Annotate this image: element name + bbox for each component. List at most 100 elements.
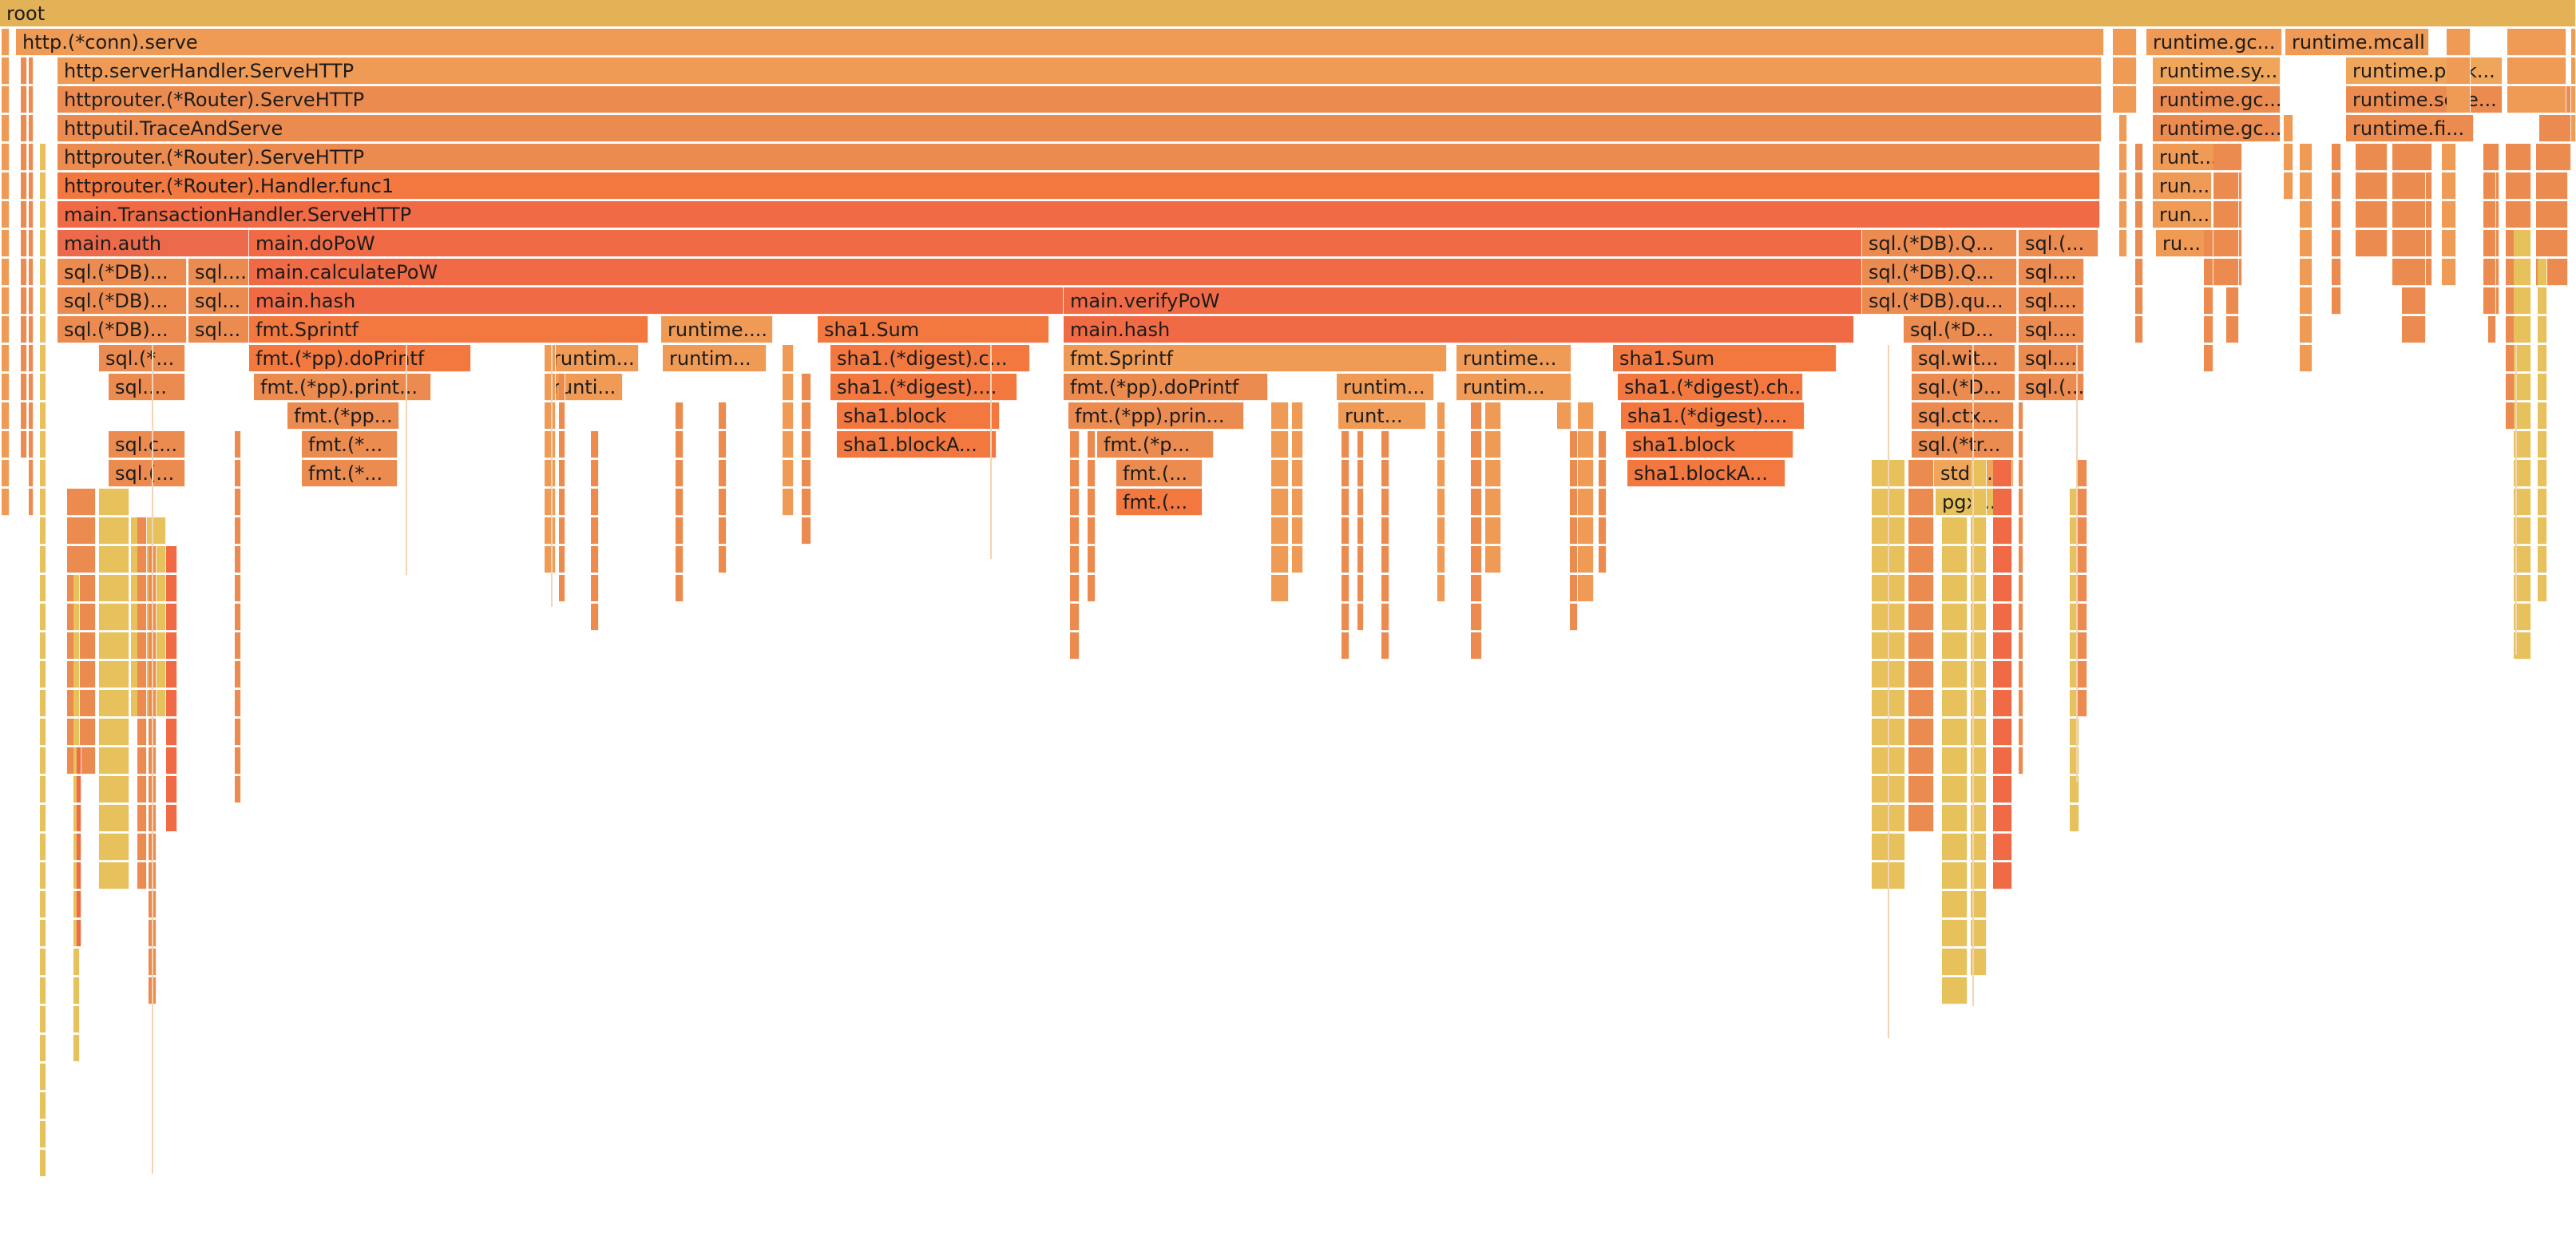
stack-frame-narrow[interactable] — [40, 144, 46, 171]
stack-frame-narrow[interactable] — [1971, 546, 1987, 573]
stack-frame-narrow[interactable] — [2332, 230, 2341, 257]
stack-frame-narrow[interactable] — [235, 719, 241, 746]
stack-frame[interactable]: httprouter.(*Router).ServeHTTP — [57, 144, 2100, 171]
stack-frame-narrow[interactable] — [802, 402, 811, 430]
stack-frame-narrow[interactable] — [40, 977, 46, 1004]
stack-frame-narrow[interactable] — [783, 460, 794, 487]
stack-frame-narrow[interactable] — [1381, 460, 1389, 487]
stack-frame-narrow[interactable] — [1271, 402, 1289, 430]
stack-frame-narrow[interactable] — [40, 1035, 46, 1062]
stack-frame-narrow[interactable] — [1908, 460, 1934, 487]
stack-frame-narrow[interactable] — [1381, 489, 1389, 516]
stack-frame[interactable]: http.serverHandler.ServeHTTP — [57, 57, 2102, 85]
stack-frame-narrow[interactable] — [676, 402, 684, 430]
stack-frame-narrow[interactable] — [77, 776, 81, 803]
stack-frame-narrow[interactable] — [1971, 604, 1987, 631]
stack-frame-narrow[interactable] — [2571, 57, 2576, 85]
stack-frame-narrow[interactable] — [40, 1092, 46, 1119]
stack-frame-narrow[interactable] — [2078, 661, 2087, 688]
stack-frame-narrow[interactable] — [1942, 632, 1968, 660]
stack-frame-narrow[interactable] — [1271, 460, 1289, 487]
stack-frame-narrow[interactable] — [2514, 460, 2531, 487]
stack-frame-narrow[interactable] — [1942, 575, 1968, 602]
stack-frame-narrow[interactable] — [1437, 489, 1445, 516]
stack-frame-narrow[interactable] — [2442, 144, 2456, 171]
stack-frame-narrow[interactable] — [40, 201, 46, 228]
stack-frame-narrow[interactable] — [1993, 834, 2012, 861]
stack-frame-narrow[interactable] — [2019, 747, 2023, 774]
stack-frame-narrow[interactable] — [2506, 144, 2531, 171]
stack-frame[interactable]: main.doPoW — [249, 230, 1862, 257]
stack-frame-narrow[interactable] — [1070, 460, 1080, 487]
stack-frame-narrow[interactable] — [591, 489, 599, 516]
stack-frame-narrow[interactable] — [2356, 172, 2388, 200]
stack-frame-narrow[interactable] — [2402, 287, 2426, 315]
stack-frame-narrow[interactable] — [40, 891, 46, 918]
stack-frame-narrow[interactable] — [99, 690, 129, 717]
stack-frame-narrow[interactable] — [2226, 172, 2239, 200]
stack-frame-narrow[interactable] — [29, 259, 34, 286]
stack-frame-narrow[interactable] — [40, 546, 46, 573]
stack-frame-narrow[interactable] — [1942, 949, 1968, 976]
stack-frame-narrow[interactable] — [719, 517, 727, 545]
stack-frame-narrow[interactable] — [1342, 604, 1349, 631]
stack-frame-narrow[interactable] — [2571, 115, 2576, 142]
stack-frame[interactable]: runtime.... — [661, 316, 773, 343]
stack-frame-narrow[interactable] — [1570, 431, 1578, 458]
stack-frame-narrow[interactable] — [2070, 747, 2079, 774]
stack-frame-narrow[interactable] — [802, 460, 811, 487]
stack-frame-narrow[interactable] — [235, 546, 241, 573]
stack-frame-narrow[interactable] — [1381, 517, 1389, 545]
stack-frame-narrow[interactable] — [783, 374, 794, 401]
stack-frame[interactable]: sha1.Sum — [1613, 345, 1837, 372]
stack-frame-narrow[interactable] — [2300, 259, 2312, 286]
stack-frame-narrow[interactable] — [1942, 517, 1968, 545]
stack-frame-narrow[interactable] — [783, 345, 794, 372]
stack-frame-narrow[interactable] — [559, 517, 565, 545]
stack-frame[interactable]: runtime.mcall — [2285, 29, 2429, 56]
stack-frame-narrow[interactable] — [1342, 489, 1349, 516]
stack-frame-narrow[interactable] — [1557, 374, 1571, 401]
stack-frame-narrow[interactable] — [1570, 517, 1578, 545]
stack-frame-narrow[interactable] — [29, 115, 34, 142]
stack-frame-narrow[interactable] — [166, 719, 177, 746]
stack-frame-narrow[interactable] — [2213, 144, 2242, 171]
stack-frame-narrow[interactable] — [676, 517, 684, 545]
stack-frame-narrow[interactable] — [2514, 517, 2531, 545]
stack-frame-narrow[interactable] — [1908, 632, 1934, 660]
stack-frame-narrow[interactable] — [2538, 316, 2547, 343]
stack-frame-narrow[interactable] — [1342, 546, 1349, 573]
stack-frame-narrow[interactable] — [559, 431, 565, 458]
stack-frame-narrow[interactable] — [559, 575, 565, 602]
stack-frame-narrow[interactable] — [1908, 690, 1934, 717]
stack-frame-narrow[interactable] — [99, 805, 129, 832]
stack-frame-narrow[interactable] — [1357, 546, 1364, 573]
stack-frame-narrow[interactable] — [1437, 402, 1445, 430]
stack-frame-narrow[interactable] — [1485, 489, 1501, 516]
stack-frame-narrow[interactable] — [1578, 460, 1594, 487]
stack-frame-narrow[interactable] — [676, 460, 684, 487]
stack-frame[interactable]: fmt.(*... — [302, 460, 398, 487]
stack-frame-narrow[interactable] — [1271, 546, 1289, 573]
stack-frame-narrow[interactable] — [99, 776, 129, 803]
stack-frame-narrow[interactable] — [2019, 604, 2023, 631]
stack-frame-narrow[interactable] — [1070, 431, 1080, 458]
stack-frame-narrow[interactable] — [1471, 632, 1482, 660]
stack-frame-narrow[interactable] — [40, 489, 46, 516]
stack-frame[interactable]: runtim... — [1337, 374, 1434, 401]
stack-frame-narrow[interactable] — [2, 259, 10, 286]
stack-frame-narrow[interactable] — [2538, 517, 2547, 545]
stack-frame-narrow[interactable] — [2442, 172, 2456, 200]
stack-frame-narrow[interactable] — [77, 834, 81, 861]
stack-frame-narrow[interactable] — [1993, 489, 2012, 516]
stack-frame-narrow[interactable] — [1971, 920, 1987, 947]
stack-frame[interactable]: sql.(*D... — [1912, 374, 2015, 401]
stack-frame[interactable]: fmt.(*pp).doPrintf — [249, 345, 471, 372]
stack-frame-narrow[interactable] — [559, 402, 565, 430]
stack-frame-narrow[interactable] — [29, 86, 34, 113]
stack-frame-narrow[interactable] — [21, 316, 27, 343]
stack-frame-narrow[interactable] — [235, 575, 241, 602]
stack-frame-narrow[interactable] — [1342, 460, 1349, 487]
stack-frame-narrow[interactable] — [166, 776, 177, 803]
stack-frame-narrow[interactable] — [1942, 920, 1968, 947]
